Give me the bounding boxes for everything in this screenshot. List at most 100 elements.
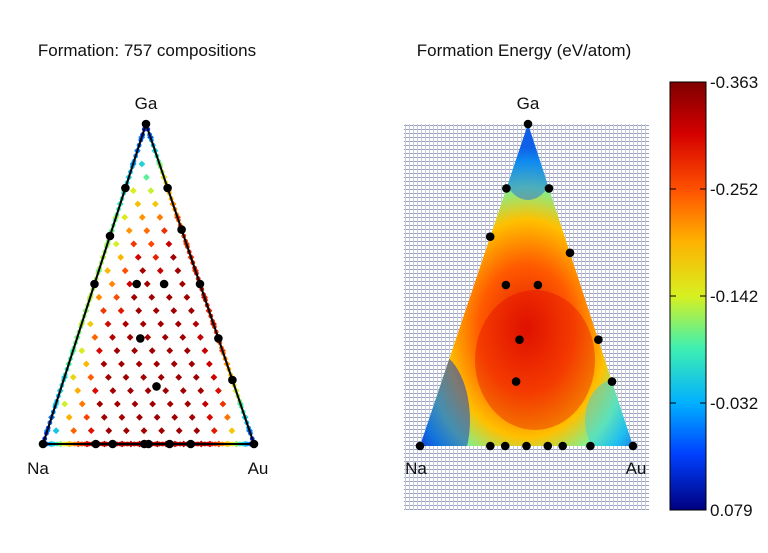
ground-state-point — [214, 334, 223, 343]
composition-point — [148, 293, 156, 301]
right-vertex-right-label: Au — [626, 459, 647, 478]
composition-point — [87, 373, 95, 381]
composition-point — [201, 347, 209, 355]
composition-point — [175, 427, 183, 435]
colorbar-ticks: -0.363 -0.252 -0.142 -0.032 0.079 — [670, 73, 758, 520]
composition-point — [206, 413, 214, 421]
composition-point — [117, 253, 125, 261]
composition-point — [138, 213, 146, 221]
ground-state-point — [165, 439, 174, 449]
ground-state-point — [140, 439, 149, 449]
composition-point — [82, 360, 90, 368]
right-ground-state-points — [415, 119, 638, 451]
composition-point — [96, 400, 104, 408]
composition-point — [129, 187, 137, 195]
composition-point — [152, 200, 159, 208]
composition-point — [153, 413, 161, 421]
composition-point — [197, 333, 204, 341]
composition-point — [127, 387, 134, 395]
ground-state-point — [163, 183, 172, 193]
composition-point — [175, 373, 183, 381]
right-chart-title: Formation Energy (eV/atom) — [417, 41, 631, 60]
composition-point — [104, 320, 112, 328]
composition-point — [143, 173, 150, 181]
ground-state-point — [91, 439, 101, 449]
ground-state-point — [415, 441, 425, 451]
composition-point — [112, 240, 120, 248]
composition-point — [78, 347, 86, 355]
composition-point — [126, 280, 134, 288]
composition-point — [170, 360, 178, 368]
left-ternary-panel: Formation: 757 compositions Ga Na Au — [27, 41, 268, 478]
composition-point — [109, 387, 117, 395]
composition-point — [113, 293, 120, 301]
composition-point — [134, 200, 142, 208]
ground-state-point — [108, 439, 117, 449]
composition-point — [135, 307, 143, 315]
composition-point — [210, 373, 218, 381]
ground-state-point — [141, 119, 151, 129]
left-composition-points — [39, 120, 258, 448]
composition-point — [126, 333, 134, 341]
ground-state-point — [121, 183, 130, 193]
composition-point — [130, 240, 138, 248]
left-ground-state-points — [38, 119, 259, 449]
ground-state-point — [485, 232, 495, 241]
composition-point — [114, 400, 121, 408]
composition-point — [201, 400, 209, 408]
left-vertex-left-label: Na — [27, 459, 49, 478]
composition-point — [219, 400, 227, 408]
composition-point — [188, 360, 196, 368]
composition-point — [117, 307, 125, 315]
composition-point — [91, 333, 99, 341]
composition-point — [165, 240, 173, 248]
composition-point — [210, 427, 218, 435]
composition-point — [78, 400, 86, 408]
ground-state-point — [486, 441, 495, 451]
composition-point — [91, 387, 99, 395]
composition-point — [148, 347, 156, 355]
composition-point — [166, 347, 174, 355]
composition-point — [166, 400, 174, 408]
ground-state-point — [132, 279, 141, 289]
composition-point — [147, 187, 155, 195]
ground-state-point — [544, 184, 554, 193]
composition-point — [109, 333, 116, 341]
composition-point — [95, 293, 103, 301]
colorbar: -0.363 -0.252 -0.142 -0.032 0.079 — [669, 73, 758, 520]
composition-point — [179, 333, 187, 341]
composition-point — [174, 267, 182, 275]
composition-point — [215, 387, 222, 395]
composition-point — [157, 320, 165, 328]
ground-state-point — [586, 441, 595, 451]
composition-point — [118, 413, 126, 421]
composition-point — [183, 293, 191, 301]
composition-point — [156, 267, 164, 275]
composition-point — [83, 413, 91, 421]
composition-point — [139, 267, 147, 275]
composition-point — [87, 320, 94, 328]
ground-state-point — [500, 441, 510, 451]
composition-point — [140, 427, 148, 435]
composition-point — [143, 227, 151, 235]
ground-state-point — [607, 377, 617, 386]
composition-point — [108, 280, 116, 288]
ground-state-point — [249, 439, 259, 449]
ground-state-point — [38, 439, 48, 449]
ground-state-point — [594, 335, 603, 345]
composition-point — [123, 427, 130, 435]
composition-point — [105, 373, 112, 381]
composition-point — [136, 413, 143, 421]
composition-point — [135, 360, 143, 368]
right-vertex-left-label: Na — [405, 459, 427, 478]
composition-point — [170, 253, 177, 261]
ground-state-point — [177, 225, 186, 234]
composition-point — [118, 360, 125, 368]
ground-state-point — [228, 375, 237, 385]
composition-point — [165, 293, 173, 301]
composition-point — [69, 373, 77, 381]
colorbar-tick-label: -0.142 — [710, 287, 758, 306]
composition-point — [158, 427, 165, 435]
composition-point — [70, 427, 78, 435]
